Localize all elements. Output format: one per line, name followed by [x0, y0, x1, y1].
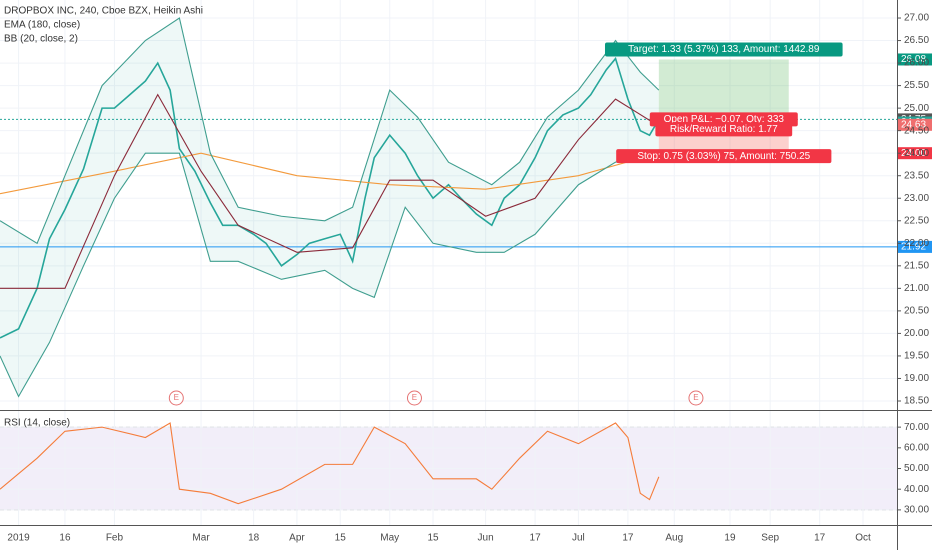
legend-entry: EMA (180, close) — [4, 20, 80, 31]
y-tick-label: 19.00 — [904, 373, 929, 384]
chart-title: DROPBOX INC, 240, Cboe BZX, Heikin Ashi — [4, 6, 203, 17]
earnings-label: E — [412, 393, 417, 402]
x-tick-label: Mar — [192, 533, 210, 544]
series-line — [0, 152, 659, 398]
y-tick-label: 25.00 — [904, 103, 929, 114]
y-tick-label: 26.50 — [904, 35, 929, 46]
earnings-marker — [168, 390, 184, 406]
price-label-bg — [898, 240, 932, 253]
y-tick-label: 21.50 — [904, 260, 929, 271]
y-tick-label: 40.00 — [904, 484, 929, 495]
y-tick-label: 22.00 — [904, 238, 929, 249]
series-line — [0, 93, 660, 289]
price-label-bg — [898, 147, 932, 160]
legend-entry: BB (20, close, 2) — [4, 34, 78, 45]
rr-label: Risk/Reward Ratio: 1.77 — [670, 124, 778, 135]
y-tick-label: 60.00 — [904, 442, 929, 453]
x-tick-label: 18 — [248, 533, 260, 544]
y-tick-label: 24.50 — [904, 125, 929, 136]
x-tick-label: 16 — [59, 533, 71, 544]
overlay: Target: 1.33 (5.37%) 133, Amount: 1442.8… — [168, 42, 932, 406]
bb-fill — [0, 18, 659, 397]
price-label: 21.92 — [901, 242, 926, 253]
x-tick-label: Feb — [106, 533, 124, 544]
stop-label: Stop: 0.75 (3.03%) 75, Amount: 750.25 — [637, 151, 810, 162]
y-tick-label: 23.50 — [904, 170, 929, 181]
rsi-title: RSI (14, close) — [4, 418, 70, 429]
x-tick-label: Sep — [761, 533, 779, 544]
x-tick-label: Jul — [572, 533, 585, 544]
y-tick-label: 26.00 — [904, 58, 929, 69]
earnings-marker — [406, 390, 422, 406]
x-tick-label: Apr — [289, 533, 305, 544]
series-line — [0, 17, 660, 245]
y-tick-label: 23.00 — [904, 193, 929, 204]
y-tick-label: 20.00 — [904, 328, 929, 339]
earnings-label: E — [174, 393, 179, 402]
y-tick-label: 20.50 — [904, 306, 929, 317]
y-tick-label: 19.50 — [904, 351, 929, 362]
stop-label-bg — [616, 149, 832, 164]
target-label: Target: 1.33 (5.37%) 133, Amount: 1442.8… — [628, 44, 820, 55]
y-tick-label: 30.00 — [904, 505, 929, 516]
earnings-label: E — [693, 393, 698, 402]
price-label: 26.08 — [901, 54, 926, 65]
earnings-marker — [688, 390, 704, 406]
y-tick-label: 24.00 — [904, 148, 929, 159]
x-tick-label: 19 — [724, 533, 736, 544]
y-tick-label: 25.50 — [904, 80, 929, 91]
x-tick-label: 17 — [622, 533, 634, 544]
price-label-bg — [898, 118, 932, 131]
pnl-label: Open P&L: −0.07, Qty: 333 — [664, 114, 785, 125]
y-tick-label: 70.00 — [904, 422, 929, 433]
y-tick-label: 27.00 — [904, 13, 929, 24]
target-zone — [658, 59, 789, 120]
x-tick-label: 15 — [427, 533, 439, 544]
price-label: 24.63 — [901, 119, 926, 130]
y-tick-label: 50.00 — [904, 463, 929, 474]
rr-label-bg — [655, 122, 793, 137]
x-tick-label: Oct — [855, 533, 871, 544]
price-label-bg — [898, 53, 932, 66]
price-label: 24.00 — [901, 148, 926, 159]
grid — [0, 0, 897, 525]
series-line — [0, 152, 659, 195]
x-tick-label: Aug — [665, 533, 683, 544]
x-tick-label: 2019 — [7, 533, 30, 544]
x-tick-label: 17 — [814, 533, 826, 544]
plot — [0, 17, 897, 505]
x-tick-label: May — [380, 533, 399, 544]
y-tick-label: 21.00 — [904, 283, 929, 294]
x-tick-label: Jun — [478, 533, 494, 544]
x-tick-label: 17 — [530, 533, 542, 544]
target-label-bg — [604, 42, 843, 57]
y-tick-label: 22.50 — [904, 215, 929, 226]
series-line — [0, 422, 660, 505]
y-tick-label: 18.50 — [904, 396, 929, 407]
x-tick-label: 15 — [335, 533, 347, 544]
